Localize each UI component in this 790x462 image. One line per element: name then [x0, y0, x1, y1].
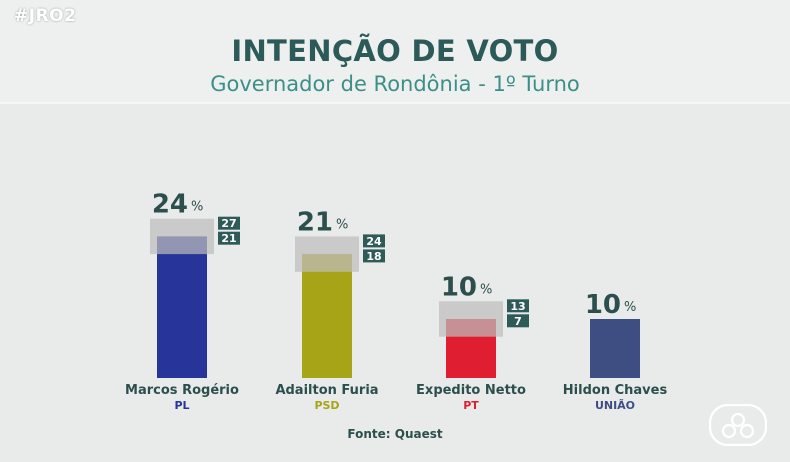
program-tag: #JRO2: [14, 6, 77, 26]
value-percent-sign: %: [480, 282, 492, 297]
chart-subtitle: Governador de Rondônia - 1º Turno: [210, 72, 580, 96]
tv-station-logo-icon: [709, 404, 767, 446]
header-divider: [0, 102, 790, 104]
value-label: 10: [585, 290, 621, 320]
value-label: 21: [297, 207, 333, 237]
range-low-box: [363, 249, 385, 263]
bar: [157, 236, 207, 378]
range-high-label: 24: [366, 235, 382, 248]
range-low-label: 7: [514, 315, 522, 328]
candidate-name: Adailton Furia: [275, 383, 378, 398]
range-low-label: 18: [366, 250, 381, 263]
range-high-label: 27: [221, 217, 236, 230]
value-percent-sign: %: [336, 217, 348, 232]
range-low-box: [507, 314, 529, 328]
range-high-box: [218, 216, 240, 230]
value-label: 24: [152, 190, 188, 220]
candidate-name: Marcos Rogério: [125, 383, 239, 398]
candidate-name: Expedito Netto: [416, 383, 526, 398]
range-low-box: [218, 231, 240, 245]
party-label: PSD: [314, 399, 339, 412]
range-low-label: 21: [221, 232, 236, 245]
value-percent-sign: %: [191, 200, 203, 215]
bar: [590, 319, 640, 378]
party-label: PT: [463, 399, 479, 412]
value-percent-sign: %: [624, 300, 636, 315]
range-high-box: [507, 299, 529, 313]
margin-of-error-band: [439, 301, 503, 337]
margin-of-error-band: [150, 218, 214, 255]
range-high-label: 13: [510, 300, 525, 313]
range-high-box: [363, 234, 385, 248]
candidate-name: Hildon Chaves: [563, 383, 668, 398]
bar: [302, 254, 352, 378]
source-note: Fonte: Quaest: [347, 427, 443, 441]
party-label: UNIÃO: [595, 399, 635, 412]
header-band: [0, 0, 790, 102]
chart-title: INTENÇÃO DE VOTO: [231, 34, 559, 68]
value-label: 10: [441, 272, 477, 302]
party-label: PL: [174, 399, 189, 412]
margin-of-error-band: [295, 236, 359, 272]
